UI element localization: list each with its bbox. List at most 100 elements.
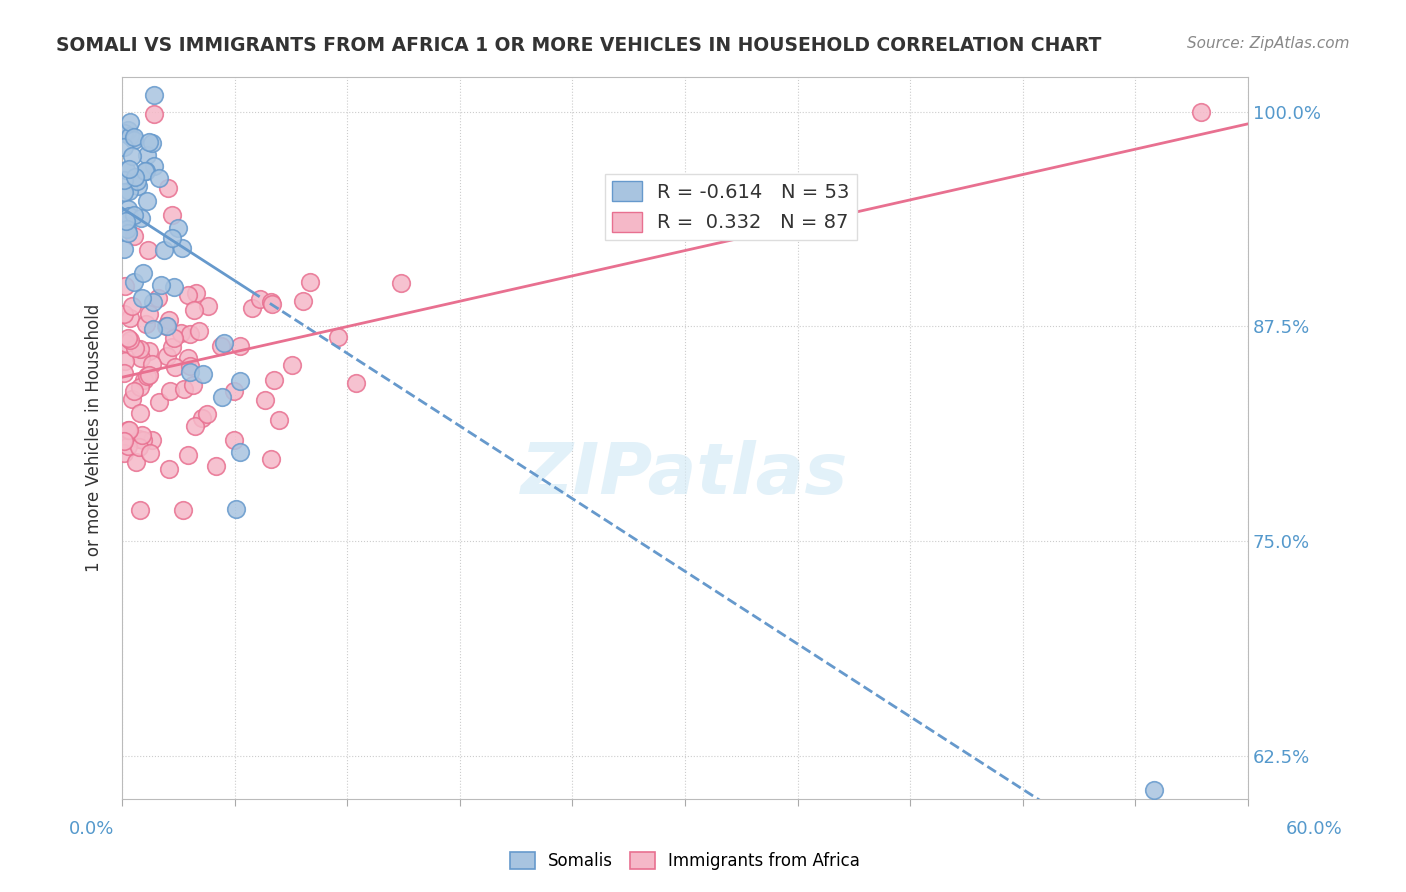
Point <box>177 288 200 302</box>
Point <box>117 202 139 216</box>
Point <box>281 358 304 372</box>
Point <box>205 459 228 474</box>
Point <box>172 503 194 517</box>
Point <box>129 342 152 356</box>
Text: ZIPatlas: ZIPatlas <box>522 440 849 508</box>
Point <box>118 210 141 224</box>
Point <box>124 454 146 468</box>
Point <box>156 349 179 363</box>
Point <box>112 173 135 187</box>
Point <box>134 164 156 178</box>
Text: 0.0%: 0.0% <box>69 820 114 838</box>
Point <box>121 149 143 163</box>
Point <box>1143 783 1166 797</box>
Point <box>117 423 139 437</box>
Point <box>143 159 166 173</box>
Point <box>156 181 179 195</box>
Point <box>155 319 177 334</box>
Point <box>127 174 149 188</box>
Point <box>149 277 172 292</box>
Point <box>188 325 211 339</box>
Point <box>135 194 157 208</box>
Point <box>229 374 252 388</box>
Point <box>122 208 145 222</box>
Point <box>127 179 149 194</box>
Point <box>267 413 290 427</box>
Point <box>128 432 150 446</box>
Point <box>112 307 135 321</box>
Point <box>179 365 201 379</box>
Point <box>112 434 135 448</box>
Point <box>170 326 193 340</box>
Point <box>139 446 162 460</box>
Point <box>118 423 141 437</box>
Point <box>191 368 214 382</box>
Point <box>117 123 139 137</box>
Point <box>112 126 135 140</box>
Point <box>177 351 200 365</box>
Point <box>112 140 135 154</box>
Point <box>132 373 155 387</box>
Point <box>141 357 163 371</box>
Point <box>129 503 152 517</box>
Point <box>118 333 141 347</box>
Point <box>129 211 152 225</box>
Point <box>162 340 184 354</box>
Text: 60.0%: 60.0% <box>1286 820 1343 838</box>
Point <box>181 377 204 392</box>
Point <box>152 244 174 258</box>
Point <box>211 339 233 353</box>
Point <box>184 419 207 434</box>
Point <box>121 392 143 407</box>
Point <box>122 133 145 147</box>
Point <box>114 279 136 293</box>
Point <box>212 335 235 350</box>
Point <box>292 293 315 308</box>
Point <box>160 208 183 222</box>
Point <box>121 299 143 313</box>
Point <box>344 376 367 390</box>
Point <box>179 326 201 341</box>
Point <box>112 186 135 200</box>
Point <box>299 275 322 289</box>
Point <box>129 351 152 366</box>
Point <box>159 384 181 398</box>
Point <box>124 275 146 289</box>
Point <box>136 243 159 257</box>
Point <box>177 448 200 462</box>
Point <box>389 276 412 290</box>
Point <box>157 313 180 327</box>
Point <box>211 390 233 404</box>
Point <box>138 344 160 359</box>
Point <box>112 446 135 460</box>
Point <box>124 341 146 355</box>
Point <box>263 373 285 387</box>
Point <box>186 286 208 301</box>
Point <box>163 331 186 345</box>
Point <box>229 445 252 459</box>
Point <box>141 433 163 447</box>
Point <box>135 164 157 178</box>
Point <box>191 410 214 425</box>
Point <box>197 299 219 313</box>
Point <box>146 291 169 305</box>
Point <box>117 439 139 453</box>
Point <box>142 295 165 310</box>
Point <box>122 229 145 244</box>
Point <box>141 136 163 150</box>
Point <box>128 406 150 420</box>
Point <box>124 130 146 145</box>
Point <box>157 462 180 476</box>
Point <box>115 214 138 228</box>
Point <box>326 329 349 343</box>
Point <box>135 317 157 331</box>
Point <box>132 433 155 447</box>
Text: Source: ZipAtlas.com: Source: ZipAtlas.com <box>1187 36 1350 51</box>
Point <box>143 106 166 120</box>
Point <box>183 302 205 317</box>
Point <box>148 395 170 409</box>
Point <box>173 382 195 396</box>
Point <box>117 226 139 240</box>
Point <box>142 87 165 102</box>
Point <box>225 502 247 516</box>
